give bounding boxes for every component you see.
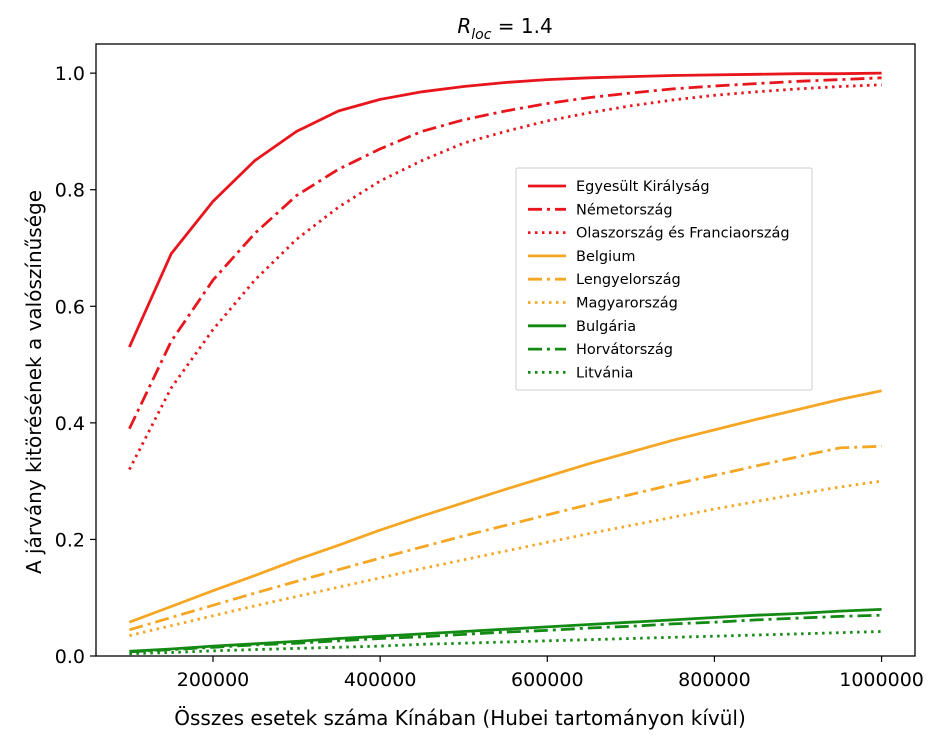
y-tick-label: 0.2 [55,529,85,551]
y-tick-label: 0.4 [55,413,85,435]
chart-title: Rloc = 1.4 [457,14,552,43]
x-axis-label: Összes esetek száma Kínában (Hubei tarto… [174,706,746,730]
series-lines [128,71,882,656]
legend-label: Egyesült Királyság [576,179,710,195]
x-tick-label: 600000 [511,669,584,691]
legend-label: Bulgária [576,319,636,335]
x-tick-label: 400000 [344,669,417,691]
title-suffix: = 1.4 [491,14,552,38]
legend-label: Litvánia [576,365,633,381]
series-line-1 [128,71,882,348]
x-tick-label: 800000 [678,669,751,691]
x-tick-label: 1000000 [839,669,924,691]
y-tick-label: 0.6 [55,296,85,318]
title-symbol: R [457,14,471,38]
series-line-9 [129,630,882,656]
series-line-6 [129,479,882,637]
legend-label: Németország [576,202,673,218]
legend-box [515,167,813,391]
y-axis-label: A járvány kitörésének a valószínűsége [22,190,46,574]
legend-label: Magyarország [576,296,678,312]
y-tick-label: 1.0 [55,63,85,85]
legend-label: Belgium [576,249,635,265]
series-line-4 [128,389,882,624]
series-line-5 [129,444,882,632]
y-tick-label: 0.0 [55,646,85,668]
series-line-7 [129,608,882,653]
x-tick-label: 200000 [177,669,250,691]
plot-frame [95,43,916,657]
title-subscript: loc [471,27,491,43]
x-axis: 200000 400000 600000 800000 1000000 [177,656,924,691]
legend: Egyesült Királyság Németország Olaszország… [515,167,813,391]
chart-title-text: Rloc = 1.4 [457,14,552,43]
y-axis: 0.0 0.2 0.4 0.6 0.8 1.0 [55,63,96,668]
series-line-2 [128,76,882,430]
legend-label: Lengyelország [576,272,681,288]
legend-label: Horvátország [576,342,673,358]
series-line-8 [129,613,882,654]
y-tick-label: 0.8 [55,180,85,202]
legend-label: Olaszország és Franciaország [576,226,790,242]
series-line-3 [128,83,882,471]
